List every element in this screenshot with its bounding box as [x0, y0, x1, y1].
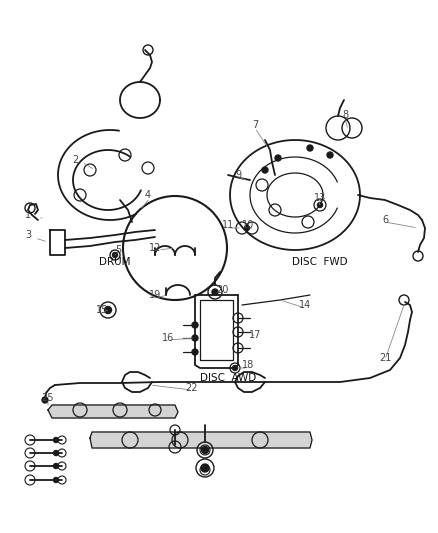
- Text: DISC  AWD: DISC AWD: [200, 373, 256, 383]
- Text: 22: 22: [186, 383, 198, 393]
- Circle shape: [53, 450, 59, 456]
- Circle shape: [201, 447, 208, 454]
- Text: 13: 13: [314, 193, 326, 203]
- Text: 7: 7: [252, 120, 258, 130]
- Circle shape: [105, 306, 112, 313]
- Text: 15: 15: [96, 305, 108, 315]
- Circle shape: [192, 335, 198, 341]
- Circle shape: [113, 253, 117, 257]
- Circle shape: [327, 152, 333, 158]
- Text: 25: 25: [42, 393, 54, 403]
- Polygon shape: [48, 405, 178, 418]
- Polygon shape: [90, 432, 312, 448]
- Text: 16: 16: [162, 333, 174, 343]
- Text: 19: 19: [149, 290, 161, 300]
- Circle shape: [212, 289, 218, 295]
- Circle shape: [275, 155, 281, 161]
- Text: 12: 12: [149, 243, 161, 253]
- Text: DRUM: DRUM: [99, 257, 131, 267]
- Text: 20: 20: [216, 285, 228, 295]
- Text: 5: 5: [115, 245, 121, 255]
- Circle shape: [192, 349, 198, 355]
- Circle shape: [262, 167, 268, 173]
- Circle shape: [201, 464, 209, 472]
- Text: 10: 10: [242, 220, 254, 230]
- Circle shape: [53, 464, 59, 469]
- Circle shape: [307, 145, 313, 151]
- Circle shape: [53, 438, 59, 442]
- Circle shape: [318, 203, 322, 207]
- Text: 17: 17: [249, 330, 261, 340]
- Text: 3: 3: [25, 230, 31, 240]
- Text: 1: 1: [25, 210, 31, 220]
- Text: 21: 21: [379, 353, 391, 363]
- Text: 4: 4: [145, 190, 151, 200]
- Circle shape: [192, 322, 198, 328]
- Text: 6: 6: [382, 215, 388, 225]
- Circle shape: [233, 366, 237, 370]
- Text: DISC  FWD: DISC FWD: [292, 257, 348, 267]
- Circle shape: [53, 478, 59, 482]
- Circle shape: [244, 225, 250, 230]
- Text: 8: 8: [342, 110, 348, 120]
- Text: 2: 2: [72, 155, 78, 165]
- Circle shape: [42, 397, 48, 403]
- Text: 11: 11: [222, 220, 234, 230]
- Text: 18: 18: [242, 360, 254, 370]
- Text: 9: 9: [235, 170, 241, 180]
- Text: 14: 14: [299, 300, 311, 310]
